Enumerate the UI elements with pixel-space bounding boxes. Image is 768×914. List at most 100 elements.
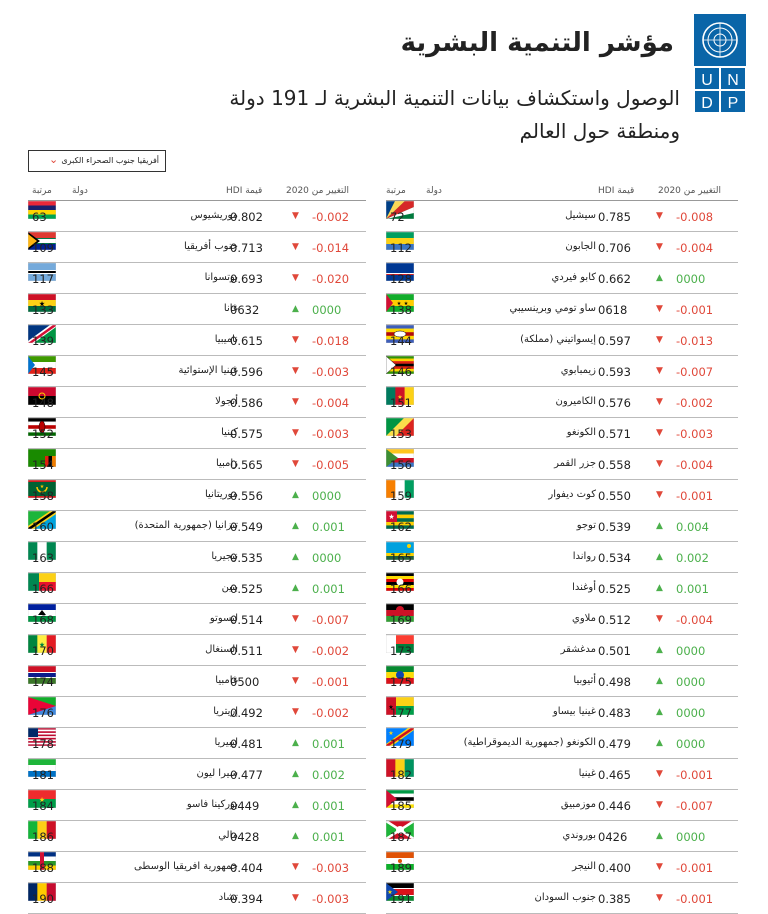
table-row[interactable]: 179 ★ الكونغو (جمهورية الديموقراطية) 0.479 ▲… [386, 728, 738, 759]
flag-icon [28, 449, 56, 467]
rank-cell: 175 [390, 675, 412, 689]
arrow-down-icon: ▼ [292, 862, 299, 872]
change-value: -0.003 [676, 427, 714, 441]
table-row[interactable]: 170 ★ السنغال 0.511 ▼ -0.002 [28, 635, 366, 666]
table-row[interactable]: 166 بنين 0.525 ▲ 0.001 [28, 573, 366, 604]
country-name: غينيا بيساو [552, 706, 596, 717]
rank-cell: 144 [390, 334, 412, 348]
table-row[interactable]: 144 إيسواتيني (مملكة) 0.597 ▼ -0.013 [386, 325, 738, 356]
undp-logo: U N D P [694, 14, 746, 112]
flag-icon [386, 666, 414, 684]
flag-icon [28, 325, 56, 343]
table-row[interactable]: 139 ناميبيا 0.615 ▼ -0.018 [28, 325, 366, 356]
table-row[interactable]: 178 ليبيريا 0.481 ▲ 0.001 [28, 728, 366, 759]
flag-icon [386, 325, 414, 343]
flag-icon [28, 418, 56, 436]
table-row[interactable]: 138 ★ ★ ساو تومي وبرينسيبي 0618 ▼ -0.001 [386, 294, 738, 325]
table-row[interactable]: 181 سيرا ليون 0.477 ▲ 0.002 [28, 759, 366, 790]
hdi-value: 0.576 [598, 396, 631, 410]
rank-cell: 133 [32, 303, 54, 317]
svg-text:★: ★ [40, 484, 45, 490]
table-row[interactable]: 191 ★ جنوب السودان 0.385 ▼ -0.001 [386, 883, 738, 914]
hdi-value: 0.525 [230, 582, 263, 596]
change-value: 0.001 [312, 737, 345, 751]
arrow-down-icon: ▼ [656, 893, 663, 903]
flag-icon [386, 449, 414, 467]
table-row[interactable]: 175 أثيوبيا 0.498 ▲ 0000 [386, 666, 738, 697]
flag-icon [386, 852, 414, 870]
table-row[interactable]: 174 غامبيا 0500 ▼ -0.001 [28, 666, 366, 697]
table-row[interactable]: 173 مدغشقر 0.501 ▲ 0000 [386, 635, 738, 666]
table-row[interactable]: 185 موزمبيق 0.446 ▼ -0.007 [386, 790, 738, 821]
arrow-up-icon: ▲ [292, 521, 299, 531]
table-row[interactable]: 163 نيجيريا 0.535 ▲ 0000 [28, 542, 366, 573]
table-row[interactable]: 109 جنوب أفريقيا 0.713 ▼ -0.014 [28, 232, 366, 263]
change-value: -0.004 [312, 396, 350, 410]
country-name: موريتانيا [204, 489, 238, 500]
flag-icon [28, 697, 56, 715]
table-row[interactable]: 128 كابو فيردي 0.662 ▲ 0000 [386, 263, 738, 294]
change-value: 0.001 [312, 520, 345, 534]
arrow-up-icon: ▲ [656, 831, 663, 841]
flag-icon [386, 790, 414, 808]
table-row[interactable]: 146 زيمبابوي 0.593 ▼ -0.007 [386, 356, 738, 387]
table-row[interactable]: 166 أوغندا 0.525 ▲ 0.001 [386, 573, 738, 604]
arrow-down-icon: ▼ [656, 800, 663, 810]
flag-icon [386, 635, 414, 653]
rank-cell: 63 [32, 210, 47, 224]
rank-cell: 151 [390, 396, 412, 410]
hdi-value: 0.706 [598, 241, 631, 255]
svg-text:★: ★ [388, 730, 393, 737]
table-row[interactable]: 177 ★ غينيا بيساو 0.483 ▲ 0000 [386, 697, 738, 728]
header-change: التغيير من 2020 [658, 186, 721, 196]
table-row[interactable]: 145 غينيا الإستوائية 0.596 ▼ -0.003 [28, 356, 366, 387]
rank-cell: 182 [390, 768, 412, 782]
change-value: -0.001 [676, 768, 714, 782]
table-row[interactable]: 112 الجابون 0.706 ▼ -0.004 [386, 232, 738, 263]
hdi-value: 0.575 [230, 427, 263, 441]
flag-icon [28, 821, 56, 839]
table-row[interactable]: 187 بوروندي 0426 ▲ 0000 [386, 821, 738, 852]
table-row[interactable]: 168 ليسوتو 0.514 ▼ -0.007 [28, 604, 366, 635]
table-row[interactable]: 165 رواندا 0.534 ▲ 0.002 [386, 542, 738, 573]
arrow-down-icon: ▼ [656, 862, 663, 872]
change-value: -0.008 [676, 210, 714, 224]
table-row[interactable]: 151 ★ الكاميرون 0.576 ▼ -0.002 [386, 387, 738, 418]
rank-cell: 170 [32, 644, 54, 658]
table-row[interactable]: 182 غينيا 0.465 ▼ -0.001 [386, 759, 738, 790]
table-row[interactable]: 72 سيشيل 0.785 ▼ -0.008 [386, 201, 738, 232]
table-rows: 63 موريشيوس 0.802 ▼ -0.002 109 جنوب أفريقيا 0.7… [28, 201, 366, 914]
table-row[interactable]: 148 أنجولا 0.586 ▼ -0.004 [28, 387, 366, 418]
flag-icon [28, 604, 56, 622]
change-value: -0.002 [312, 644, 350, 658]
table-row[interactable]: 190 تشاد 0.394 ▼ -0.003 [28, 883, 366, 914]
rank-cell: 138 [390, 303, 412, 317]
table-row[interactable]: 117 بوتسوانا 0.693 ▼ -0.020 [28, 263, 366, 294]
table-row[interactable]: 159 كوت ديفوار 0.550 ▼ -0.001 [386, 480, 738, 511]
country-name: بوتسوانا [204, 272, 238, 283]
table-header: مرتبة دولة HDI قيمة التغيير من 2020 [28, 181, 366, 201]
change-value: -0.004 [676, 458, 714, 472]
table-row[interactable]: 154 زامبيا 0.565 ▼ -0.005 [28, 449, 366, 480]
table-row[interactable]: 153 الكونغو 0.571 ▼ -0.003 [386, 418, 738, 449]
region-filter-select[interactable]: أفريقيا جنوب الصحراء الكبرى ⌄ [28, 150, 166, 172]
table-row[interactable]: 162 ★ توجو 0.539 ▲ 0.004 [386, 511, 738, 542]
table-row[interactable]: 133 ★ غانا 0632 ▲ 0000 [28, 294, 366, 325]
table-row[interactable]: 160 تنزانيا (جمهورية المتحدة) 0.549 ▲ 0.001 [28, 511, 366, 542]
table-row[interactable]: 156 جزر القمر 0.558 ▼ -0.004 [386, 449, 738, 480]
table-row[interactable]: 158 ★ موريتانيا 0.556 ▲ 0000 [28, 480, 366, 511]
table-row[interactable]: 188 جمهورية افريقيا الوسطى 0.404 ▼ -0.003 [28, 852, 366, 883]
hdi-value: 0.498 [598, 675, 631, 689]
table-row[interactable]: 189 النيجر 0.400 ▼ -0.001 [386, 852, 738, 883]
table-row[interactable]: 184 ★ بوركينا فاسو 0449 ▲ 0.001 [28, 790, 366, 821]
table-row[interactable]: 152 كينيا 0.575 ▼ -0.003 [28, 418, 366, 449]
arrow-up-icon: ▲ [292, 304, 299, 314]
flag-icon [386, 418, 414, 436]
table-row[interactable]: 169 ملاوي 0.512 ▼ -0.004 [386, 604, 738, 635]
table-row[interactable]: 176 إريتريا 0.492 ▼ -0.002 [28, 697, 366, 728]
header-country: دولة [72, 186, 88, 196]
table-row[interactable]: 186 مالي 0428 ▲ 0.001 [28, 821, 366, 852]
hdi-value: 0.565 [230, 458, 263, 472]
table-row[interactable]: 63 موريشيوس 0.802 ▼ -0.002 [28, 201, 366, 232]
rank-cell: 186 [32, 830, 54, 844]
